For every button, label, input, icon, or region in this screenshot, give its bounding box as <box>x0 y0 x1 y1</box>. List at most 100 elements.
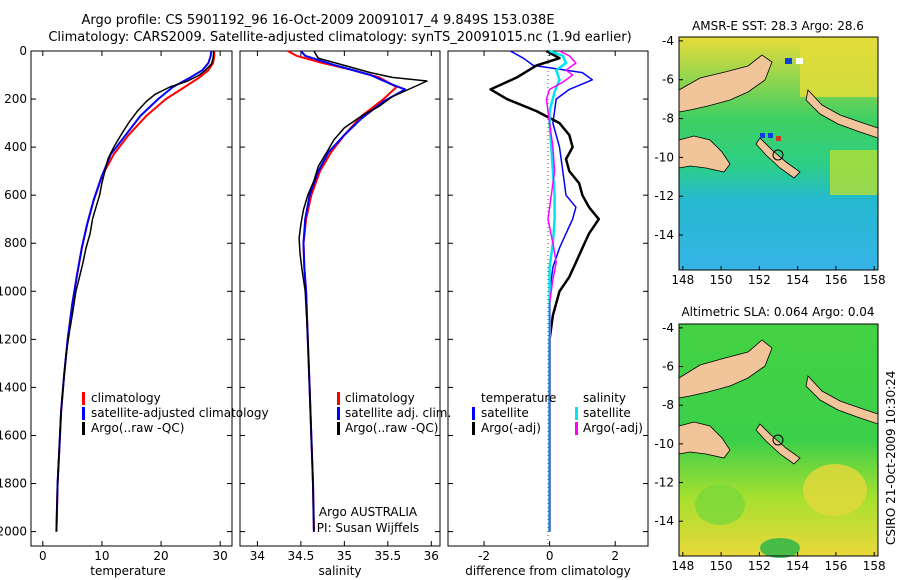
temperature-lines <box>55 50 216 532</box>
salinity-legend: climatology satellite adj. clim. Argo(..… <box>337 391 451 435</box>
legend-swatch-argo <box>82 422 85 435</box>
legend-swatch-temp-satellite <box>472 407 475 420</box>
y-tick-label: 400 <box>4 140 27 154</box>
map-x-tick-label: 150 <box>710 273 733 287</box>
sst-missing-pixel <box>760 133 765 138</box>
legend-label-sal-argo: Argo(-adj) <box>583 421 643 435</box>
sst-land-australia <box>678 135 731 173</box>
legend-header-salinity: salinity <box>583 391 626 405</box>
legend-label-satellite: satellite adj. clim. <box>345 406 451 420</box>
x-tick-label: 2 <box>611 549 619 563</box>
y-tick-label: 2000 <box>0 525 27 539</box>
series-line-argo <box>55 50 215 532</box>
series-line-satellite <box>55 50 213 532</box>
difference-lines <box>489 49 601 532</box>
series-line-argo <box>298 50 428 532</box>
legend-swatch-sal-satellite <box>575 407 578 420</box>
map-y-tick-label: -4 <box>662 34 674 48</box>
sla-land-new-guinea <box>678 339 773 399</box>
sla-map-frame <box>678 323 879 557</box>
salinity-lines <box>287 50 428 532</box>
salinity-axes <box>239 50 441 547</box>
difference-legend: temperature salinity satellite Argo(-adj… <box>472 391 643 435</box>
map-x-tick-label: 154 <box>786 273 809 287</box>
sst-missing-pixel <box>796 58 803 64</box>
map-y-tick-label: -8 <box>662 398 674 412</box>
sla-map-title: Altimetric SLA: 0.064 Argo: 0.04 <box>681 305 874 319</box>
map-x-tick-label: 148 <box>671 559 694 573</box>
salinity-panel: 34 34.5 35 35.5 36 salinity climatology sate… <box>239 50 451 578</box>
y-tick-label: 600 <box>4 188 27 202</box>
legend-label-argo: Argo(..raw -QC) <box>345 421 438 435</box>
title-line-1: Argo profile: CS 5901192_96 16-Oct-2009 … <box>81 13 554 28</box>
map-x-tick-label: 150 <box>710 559 733 573</box>
legend-swatch-temp-argo <box>472 422 475 435</box>
x-tick-label: 20 <box>153 549 168 563</box>
temperature-legend: climatology satellite-adjusted climatolo… <box>82 391 269 435</box>
argo-location-marker <box>772 149 784 161</box>
legend-header-temperature: temperature <box>481 391 556 405</box>
salinity-ticks: 34 34.5 35 35.5 36 <box>240 50 440 563</box>
map-x-tick-label: 148 <box>671 273 694 287</box>
x-tick-label: 10 <box>94 549 109 563</box>
series-line-climatology <box>287 50 398 532</box>
sst-map-ticks: 148 150 152 154 156 158 -4 -6 -8 -10 -12 -14 <box>654 34 885 287</box>
sla-low-patch <box>760 538 800 558</box>
y-tick-label: 200 <box>4 92 27 106</box>
map-y-tick-label: -10 <box>654 437 674 451</box>
series-line-satellite <box>300 50 407 532</box>
map-x-tick-label: 154 <box>786 559 809 573</box>
legend-label-climatology: climatology <box>345 391 415 405</box>
y-tick-label: 1400 <box>0 380 27 394</box>
title-line-2: Climatology: CARS2009. Satellite-adjuste… <box>48 30 631 45</box>
series-line-temp-argo <box>489 49 601 532</box>
x-tick-label: -2 <box>478 549 490 563</box>
sla-map-panel: Altimetric SLA: 0.064 Argo: 0.04 148 150 1… <box>654 305 885 573</box>
map-y-tick-label: -6 <box>662 360 674 374</box>
difference-panel: -2 0 2 difference from climatology tempera… <box>447 49 649 578</box>
map-y-tick-label: -12 <box>654 189 674 203</box>
difference-xlabel: difference from climatology <box>465 564 631 578</box>
legend-label-temp-satellite: satellite <box>481 406 529 420</box>
map-y-tick-label: -4 <box>662 321 674 335</box>
argo-location-marker <box>772 434 784 446</box>
temperature-ticks: 0 10 20 30 0 200 400 600 800 1000 1200 1400 1600 1800… <box>0 44 232 563</box>
sst-warm-patch <box>830 150 878 195</box>
temperature-panel: 0 10 20 30 0 200 400 600 800 1000 1200 1400 1600 1800… <box>0 44 269 578</box>
difference-ticks: -2 0 2 <box>448 50 648 563</box>
legend-label-climatology: climatology <box>91 391 161 405</box>
salinity-xlabel: salinity <box>318 564 361 578</box>
sst-land-peninsula-2 <box>755 137 801 179</box>
credit-stamp: CSIRO 21-Oct-2009 10:30:24 <box>884 371 898 545</box>
sst-map-frame <box>678 36 879 271</box>
map-y-tick-label: -14 <box>654 514 674 528</box>
x-tick-label: 30 <box>213 549 228 563</box>
series-line-temp-satellite <box>509 50 594 532</box>
legend-label-satellite: satellite-adjusted climatology <box>91 406 269 420</box>
map-y-tick-label: -12 <box>654 476 674 490</box>
map-x-tick-label: 156 <box>824 273 847 287</box>
sst-land-new-guinea <box>678 54 773 113</box>
sla-land-peninsula-2 <box>755 423 801 465</box>
sst-missing-pixel <box>768 133 773 138</box>
sla-map-ticks: 148 150 152 154 156 158 -4 -6 -8 -10 -12 -14 <box>654 321 885 573</box>
map-x-tick-label: 156 <box>824 559 847 573</box>
legend-swatch-climatology <box>82 392 85 405</box>
y-tick-label: 1000 <box>0 284 27 298</box>
map-x-tick-label: 158 <box>863 273 886 287</box>
x-tick-label: 0 <box>546 549 554 563</box>
sst-map-title: AMSR-E SST: 28.3 Argo: 28.6 <box>692 19 864 33</box>
x-tick-label: 35 <box>337 549 352 563</box>
map-y-tick-label: -10 <box>654 150 674 164</box>
legend-swatch-sal-argo <box>575 422 578 435</box>
sla-land-australia <box>678 421 731 459</box>
series-line-sal-satellite <box>548 49 568 532</box>
y-tick-label: 800 <box>4 236 27 250</box>
temperature-axes <box>30 50 233 547</box>
map-x-tick-label: 152 <box>748 273 771 287</box>
sla-high-patch <box>803 464 867 516</box>
legend-label-temp-argo: Argo(-adj) <box>481 421 541 435</box>
credit-agency: Argo AUSTRALIA <box>319 505 418 519</box>
y-tick-label: 1600 <box>0 428 27 442</box>
sst-missing-pixel <box>776 136 781 141</box>
